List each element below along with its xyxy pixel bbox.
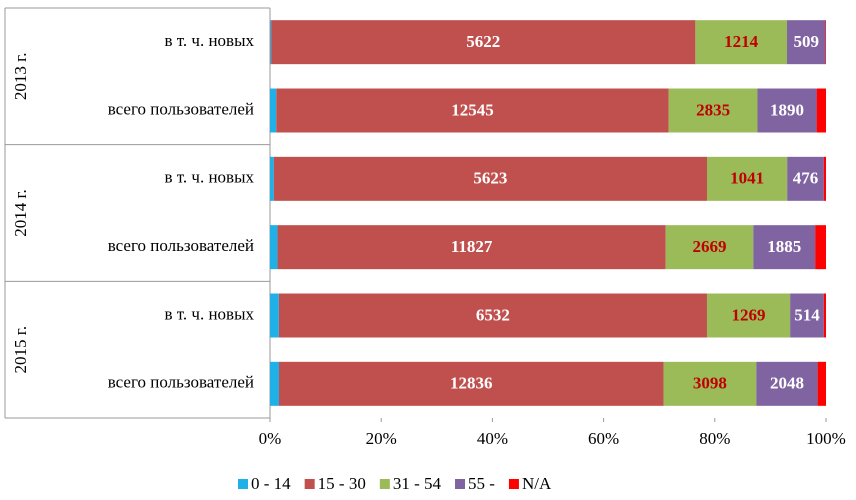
bar-segment — [817, 361, 826, 406]
value-label: 5622 — [466, 32, 500, 51]
value-label: 1214 — [724, 32, 759, 51]
y-tick-label: в т. ч. новых — [164, 31, 254, 50]
value-label: 1269 — [732, 305, 766, 324]
y-tick-label: в т. ч. новых — [164, 168, 254, 187]
value-label: 2669 — [693, 237, 727, 256]
bar-segment — [278, 361, 664, 406]
group-label: 2014 г. — [11, 189, 30, 237]
legend-swatch — [508, 479, 519, 489]
legend-swatch — [304, 479, 315, 489]
value-label: 2048 — [770, 374, 804, 393]
legend-label: N/A — [522, 474, 552, 493]
x-tick-label: 80% — [699, 429, 730, 448]
value-label: 1041 — [730, 169, 764, 188]
legend-swatch — [238, 479, 248, 489]
value-label: 11827 — [451, 237, 493, 256]
value-label: 3098 — [693, 374, 727, 393]
y-tick-label: в т. ч. новых — [164, 304, 254, 323]
bar-segment — [706, 156, 788, 201]
group-label: 2015 г. — [11, 326, 30, 374]
bar-segment — [270, 225, 278, 270]
bar-segment — [786, 20, 826, 65]
bar-segment — [668, 88, 758, 133]
y-tick-label: всего пользователей — [108, 99, 254, 118]
value-label: 1890 — [770, 100, 804, 119]
bar-segment — [270, 293, 279, 338]
x-tick-label: 20% — [366, 429, 397, 448]
bar-segment — [276, 88, 669, 133]
bar-segment — [823, 293, 826, 338]
bar-segment — [271, 20, 696, 65]
value-label: 514 — [794, 305, 820, 324]
value-label: 5623 — [473, 169, 507, 188]
value-label: 1885 — [767, 237, 801, 256]
x-tick-label: 100% — [806, 429, 846, 448]
legend-label: 15 - 30 — [318, 474, 366, 493]
y-tick-label: всего пользователей — [108, 236, 254, 255]
value-label: 12545 — [451, 100, 494, 119]
y-tick-label: всего пользователей — [108, 373, 254, 392]
legend-label: 31 - 54 — [393, 474, 442, 493]
legend-swatch — [455, 479, 466, 489]
bar-segment — [790, 293, 824, 338]
group-label: 2013 г. — [11, 53, 30, 101]
bar-segment — [757, 88, 817, 133]
bar-segment — [816, 88, 826, 133]
bar-segment — [665, 225, 754, 270]
bar-segment — [270, 20, 272, 65]
bar-segment — [270, 361, 279, 406]
legend-label: 55 - — [468, 474, 495, 493]
value-label: 12836 — [450, 374, 493, 393]
bar-segment — [823, 156, 826, 201]
bar-segment — [277, 225, 666, 270]
bar-segment — [815, 225, 826, 270]
value-label: 509 — [793, 32, 819, 51]
bar-segment — [278, 293, 707, 338]
bar-segment — [706, 293, 791, 338]
bar-segment — [273, 156, 707, 201]
x-tick-label: 60% — [588, 429, 619, 448]
bar-segment — [787, 156, 824, 201]
bar-segment — [756, 361, 818, 406]
x-tick-label: 0% — [259, 429, 282, 448]
bar-segment — [663, 361, 757, 406]
x-tick-label: 40% — [477, 429, 508, 448]
value-label: 2835 — [696, 100, 730, 119]
bar-segment — [270, 88, 277, 133]
bar-segment — [270, 156, 274, 201]
bar-segment — [825, 20, 826, 65]
bar-segment — [753, 225, 816, 270]
bar-segment — [695, 20, 787, 65]
legend-swatch — [379, 479, 390, 489]
value-label: 476 — [793, 169, 819, 188]
value-label: 6532 — [476, 305, 510, 324]
legend-label: 0 - 14 — [251, 474, 291, 493]
